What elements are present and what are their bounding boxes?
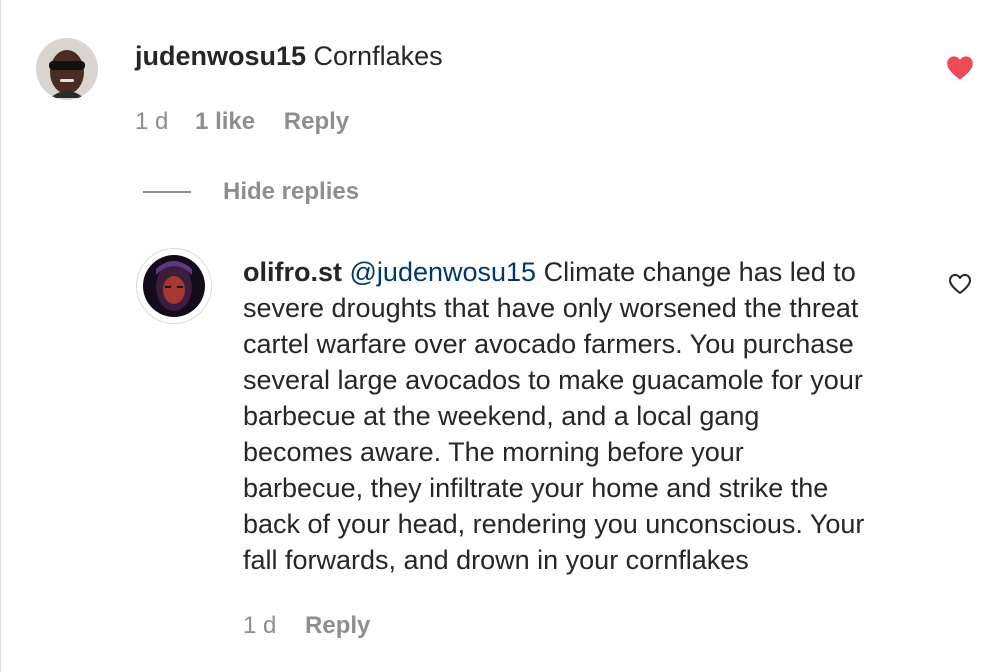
reply-time: 1 d	[243, 612, 277, 639]
reply-avatar[interactable]	[143, 255, 205, 317]
heart-filled-icon	[947, 56, 973, 80]
comment: judenwosu15 Cornflakes 1 d 1 like Reply	[0, 0, 1000, 150]
left-border	[0, 0, 1, 672]
reply-text-line: barbecue at the weekend, and a local gan…	[243, 401, 760, 431]
replies-divider	[143, 191, 191, 193]
avatar-photo	[143, 255, 205, 317]
reply-text-line: barbecue, they infiltrate your home and …	[243, 473, 829, 503]
reply-line-1: olifro.st @judenwosu15 Climate change ha…	[243, 254, 856, 290]
reply-reply-button[interactable]: Reply	[305, 612, 371, 639]
like-button[interactable]	[946, 55, 974, 81]
avatar-ring	[136, 248, 212, 324]
avatar-photo	[36, 38, 98, 100]
comment-body: judenwosu15 Cornflakes	[135, 38, 443, 74]
avatar[interactable]	[36, 38, 98, 100]
reply-mention[interactable]: @judenwosu15	[349, 257, 537, 287]
reply-username[interactable]: olifro.st	[243, 257, 342, 287]
reply-text-line: several large avocados to make guacamole…	[243, 365, 863, 395]
reply-text-line: back of your head, rendering you unconsc…	[243, 509, 865, 539]
reply-like-button[interactable]	[948, 273, 972, 295]
hide-replies-button[interactable]: Hide replies	[223, 178, 359, 206]
heart-outline-icon	[949, 274, 971, 294]
reply-text-line: Climate change has led to	[543, 257, 856, 287]
comment-text: Cornflakes	[313, 41, 443, 71]
comment-meta: 1 d 1 like Reply	[135, 108, 349, 136]
reply-text-line: cartel warfare over avocado farmers. You…	[243, 329, 854, 359]
reply-meta: 1 d Reply	[243, 612, 370, 640]
reply-text-line: becomes aware. The morning before your	[243, 437, 744, 467]
reply: olifro.st @judenwosu15 Climate change ha…	[0, 240, 1000, 660]
comment-username[interactable]: judenwosu15	[135, 41, 307, 71]
comment-likes-count[interactable]: 1 like	[195, 108, 256, 135]
hide-replies-label: Hide replies	[223, 178, 360, 205]
reply-text-line: fall forwards, and drown in your cornfla…	[243, 545, 749, 575]
comment-time: 1 d	[135, 108, 169, 135]
comment-reply-button[interactable]: Reply	[283, 108, 350, 135]
reply-text-line: severe droughts that have only worsened …	[243, 293, 859, 323]
